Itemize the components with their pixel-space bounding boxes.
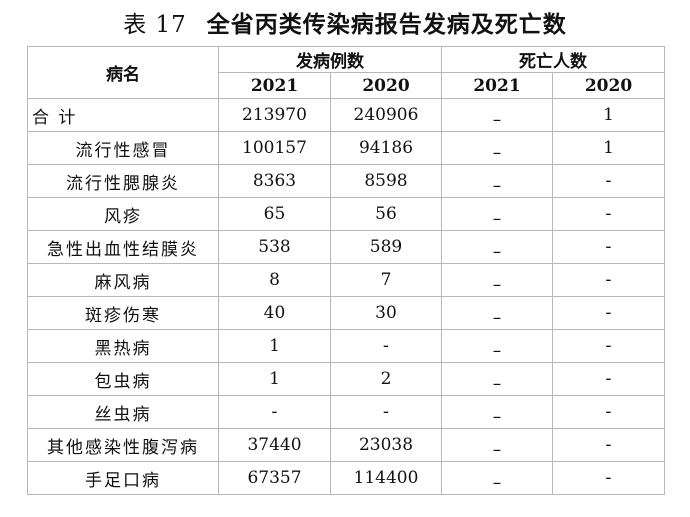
- death-2021-value: –: [492, 407, 502, 427]
- table-row: 包虫病 1 2 – -: [27, 362, 665, 396]
- row-death-2020: 1: [552, 131, 665, 165]
- row-death-2021: –: [441, 362, 553, 396]
- row-incidence-2020: 23038: [330, 428, 442, 462]
- header-disease-name: 病名: [27, 46, 219, 99]
- row-death-2021: –: [441, 329, 553, 363]
- header-year-death-2020: 2020: [552, 72, 665, 99]
- row-incidence-2020: 56: [330, 197, 442, 231]
- death-2021-value: –: [492, 143, 502, 163]
- table-row: 黑热病 1 - – -: [27, 329, 665, 363]
- death-2021-value: –: [492, 308, 502, 328]
- row-death-2021: –: [441, 230, 553, 264]
- table-row: 流行性感冒 100157 94186 – 1: [27, 131, 665, 165]
- table-row: 手足口病 67357 114400 – -: [27, 461, 665, 495]
- row-death-2021: –: [441, 461, 553, 495]
- row-disease-name: 其他感染性腹泻病: [27, 428, 219, 462]
- row-incidence-2021: 8363: [218, 164, 331, 198]
- row-death-2020: -: [552, 263, 665, 297]
- death-2021-value: –: [492, 110, 502, 130]
- row-death-2020: -: [552, 395, 665, 429]
- row-disease-name: 流行性腮腺炎: [27, 164, 219, 198]
- row-death-2021: –: [441, 296, 553, 330]
- row-death-2020: -: [552, 329, 665, 363]
- row-disease-name: 风疹: [27, 197, 219, 231]
- row-incidence-2021: 37440: [218, 428, 331, 462]
- row-death-2020: -: [552, 197, 665, 231]
- table-row: 丝虫病 - - – -: [27, 395, 665, 429]
- row-death-2021: –: [441, 197, 553, 231]
- death-2021-value: –: [492, 209, 502, 229]
- row-incidence-2020: 2: [330, 362, 442, 396]
- row-incidence-2021: 67357: [218, 461, 331, 495]
- header-year-death-2021: 2021: [441, 72, 553, 99]
- row-incidence-2020: 240906: [330, 98, 442, 132]
- row-disease-name: 流行性感冒: [27, 131, 219, 165]
- table-title: 表 17 全省丙类传染病报告发病及死亡数: [0, 8, 690, 42]
- row-incidence-2021: 213970: [218, 98, 331, 132]
- row-death-2021: –: [441, 164, 553, 198]
- table-row: 其他感染性腹泻病 37440 23038 – -: [27, 428, 665, 462]
- row-incidence-2021: 538: [218, 230, 331, 264]
- row-death-2020: -: [552, 164, 665, 198]
- row-incidence-2021: 8: [218, 263, 331, 297]
- row-disease-name: 黑热病: [27, 329, 219, 363]
- table-row: 流行性腮腺炎 8363 8598 – -: [27, 164, 665, 198]
- row-incidence-2020: 30: [330, 296, 442, 330]
- row-incidence-2020: 7: [330, 263, 442, 297]
- row-incidence-2021: 40: [218, 296, 331, 330]
- header-year-incidence-2021: 2021: [218, 72, 331, 99]
- header-row-group: 病名 发病例数 死亡人数: [27, 46, 665, 99]
- death-2021-value: –: [492, 242, 502, 262]
- table-row: 斑疹伤寒 40 30 – -: [27, 296, 665, 330]
- header-row-years: 2021 2020 2021 2020: [28, 72, 665, 99]
- row-incidence-2020: -: [330, 329, 442, 363]
- table-row: 麻风病 8 7 – -: [27, 263, 665, 297]
- row-death-2020: -: [552, 362, 665, 396]
- death-2021-value: –: [492, 176, 502, 196]
- row-death-2021: –: [441, 98, 553, 132]
- header-year-incidence-2020: 2020: [330, 72, 442, 99]
- row-incidence-2020: 589: [330, 230, 442, 264]
- table-number: 表 17: [123, 12, 187, 38]
- death-2021-value: –: [492, 374, 502, 394]
- row-disease-name: 急性出血性结膜炎: [27, 230, 219, 264]
- row-death-2020: 1: [552, 98, 665, 132]
- row-death-2020: -: [552, 230, 665, 264]
- table-row: 急性出血性结膜炎 538 589 – -: [27, 230, 665, 264]
- header-incidence-group: 发病例数: [218, 46, 442, 73]
- row-disease-name: 包虫病: [27, 362, 219, 396]
- row-incidence-2021: 65: [218, 197, 331, 231]
- row-disease-name: 手足口病: [27, 461, 219, 495]
- row-incidence-2021: 1: [218, 362, 331, 396]
- row-disease-name: 麻风病: [27, 263, 219, 297]
- row-death-2021: –: [441, 428, 553, 462]
- row-death-2021: –: [441, 263, 553, 297]
- row-incidence-2020: -: [330, 395, 442, 429]
- row-disease-name: 丝虫病: [27, 395, 219, 429]
- table-row-total: 合 计 213970 240906 – 1: [27, 98, 665, 132]
- row-disease-name: 合 计: [27, 98, 219, 132]
- header-death-group: 死亡人数: [441, 46, 665, 73]
- row-death-2020: -: [552, 296, 665, 330]
- disease-table: 病名 发病例数 死亡人数 2021 2020 2021 2020 合 计 213…: [27, 46, 665, 495]
- row-death-2020: -: [552, 428, 665, 462]
- row-incidence-2021: 100157: [218, 131, 331, 165]
- row-incidence-2021: -: [218, 395, 331, 429]
- row-incidence-2021: 1: [218, 329, 331, 363]
- row-incidence-2020: 94186: [330, 131, 442, 165]
- row-death-2020: -: [552, 461, 665, 495]
- death-2021-value: –: [492, 473, 502, 493]
- row-incidence-2020: 8598: [330, 164, 442, 198]
- death-2021-value: –: [492, 275, 502, 295]
- table-row: 风疹 65 56 – -: [27, 197, 665, 231]
- death-2021-value: –: [492, 440, 502, 460]
- table-title-text: 全省丙类传染病报告发病及死亡数: [206, 12, 567, 38]
- death-2021-value: –: [492, 341, 502, 361]
- row-incidence-2020: 114400: [330, 461, 442, 495]
- row-disease-name: 斑疹伤寒: [27, 296, 219, 330]
- row-death-2021: –: [441, 131, 553, 165]
- row-death-2021: –: [441, 395, 553, 429]
